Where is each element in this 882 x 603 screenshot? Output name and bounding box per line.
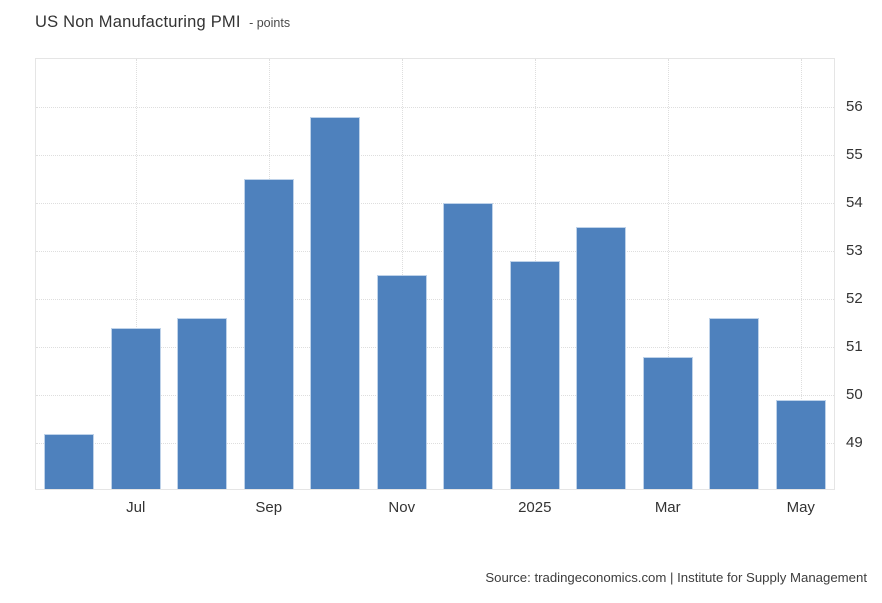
gridline-h — [36, 347, 834, 349]
x-axis-label: Sep — [255, 499, 283, 516]
y-axis-label: 49 — [846, 434, 863, 452]
gridline-v — [135, 59, 137, 489]
chart-title: US Non Manufacturing PMI — [35, 13, 241, 31]
y-axis-label: 55 — [846, 146, 863, 164]
bar-sep-2024[interactable] — [243, 179, 294, 489]
plot-area: 49 50 51 52 53 54 55 56 Jul Sep Nov 2025 Mar May — [35, 58, 863, 516]
gridline-h — [36, 107, 834, 109]
y-axis-label: 52 — [846, 290, 863, 308]
bar-dec-2024[interactable] — [443, 203, 494, 489]
x-axis-label: Nov — [388, 499, 416, 516]
bar-nov-2024[interactable] — [376, 275, 427, 489]
gridline-h — [36, 203, 834, 205]
gridline-h — [36, 251, 834, 253]
source-attribution: Source: tradingeconomics.com | Institute… — [485, 570, 867, 585]
x-axis-label: 2025 — [518, 499, 552, 516]
y-axis-label: 53 — [846, 242, 863, 260]
bar-jun-2024[interactable] — [44, 433, 95, 489]
x-axis-label: Jul — [126, 499, 146, 516]
bar-aug-2024[interactable] — [177, 318, 228, 489]
bar-apr-2025[interactable] — [709, 318, 760, 489]
y-axis-label: 50 — [846, 386, 863, 404]
x-axis-label: Mar — [654, 499, 681, 516]
x-axis-label: May — [786, 499, 815, 516]
gridline-h — [36, 443, 834, 445]
bar-jan-2025[interactable] — [509, 260, 560, 489]
bar-may-2025[interactable] — [775, 400, 826, 489]
chart-unit-label: - points — [249, 16, 291, 30]
gridline-v — [800, 59, 802, 489]
y-axis-label: 54 — [846, 194, 863, 212]
y-axis-label: 56 — [846, 98, 863, 116]
gridline-v — [667, 59, 669, 489]
y-axis-label: 51 — [846, 338, 863, 356]
gridline-h — [36, 299, 834, 301]
bar-mar-2025[interactable] — [642, 356, 693, 489]
chart-header: US Non Manufacturing PMI - points — [35, 13, 290, 32]
gridline-v — [401, 59, 403, 489]
gridline-h — [36, 155, 834, 157]
bar-jul-2024[interactable] — [110, 328, 161, 489]
gridline-h — [36, 395, 834, 397]
bar-oct-2024[interactable] — [310, 116, 361, 489]
bar-feb-2025[interactable] — [576, 227, 627, 489]
